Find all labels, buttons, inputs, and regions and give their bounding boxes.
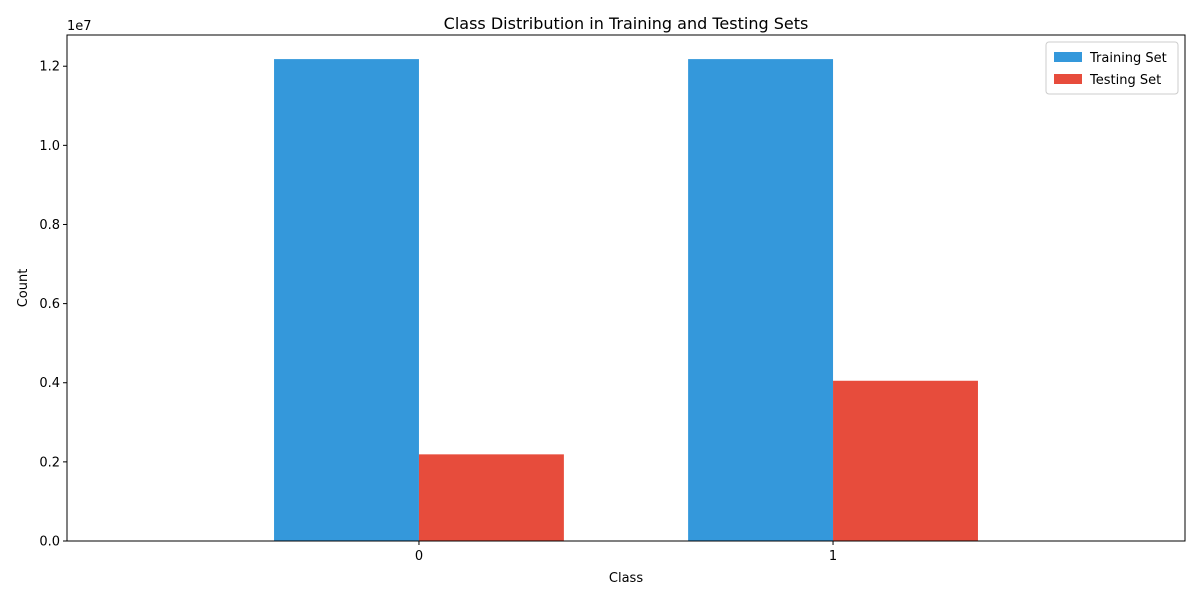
y-tick-label: 0.2: [39, 455, 60, 470]
x-axis-label: Class: [609, 571, 643, 586]
y-tick-label: 0.6: [39, 297, 60, 312]
y-axis-label: Count: [16, 269, 31, 308]
y-tick-label: 0.8: [39, 218, 60, 233]
x-tick-label: 1: [829, 549, 837, 564]
y-axis-ticks: 0.0 0.2 0.4 0.6 0.8 1.0 1.2: [39, 60, 67, 550]
legend: Training Set Testing Set: [1045, 41, 1179, 95]
legend-swatch-testing-set: [1054, 74, 1082, 84]
y-tick-label: 0.0: [39, 535, 60, 550]
legend-label-testing-set: Testing Set: [1089, 73, 1161, 88]
bar-training-set-class-1: [688, 59, 834, 541]
y-tick-label: 0.4: [39, 376, 60, 391]
plot-frame: [66, 34, 1186, 542]
bar-testing-set-class-1: [833, 380, 978, 541]
x-tick-label: 0: [415, 549, 423, 564]
legend-label-training-set: Training Set: [1089, 51, 1167, 66]
y-axis-scale-label: 1e7: [67, 19, 92, 34]
y-tick-label: 1.2: [39, 60, 60, 75]
bars-group: [274, 59, 978, 541]
chart-title: Class Distribution in Training and Testi…: [444, 14, 809, 33]
bar-testing-set-class-0: [418, 454, 564, 541]
legend-swatch-training-set: [1054, 52, 1082, 62]
y-tick-label: 1.0: [39, 139, 60, 154]
bar-training-set-class-0: [274, 59, 419, 541]
